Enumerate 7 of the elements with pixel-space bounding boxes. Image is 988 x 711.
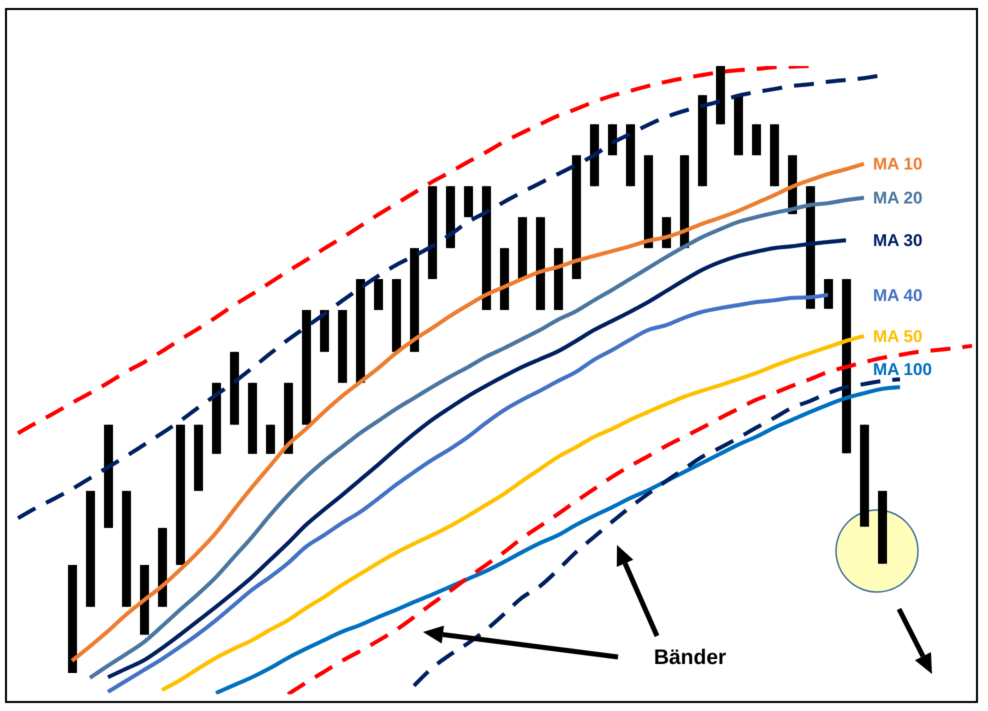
annotation: Bänder: [654, 646, 726, 669]
series-label: MA 30: [873, 231, 922, 250]
series-label: MA 10: [873, 154, 922, 174]
text: MA 40: [873, 286, 922, 305]
series-label: MA 100: [873, 360, 932, 380]
series-label: MA 50: [873, 327, 922, 346]
series-label: MA 20: [873, 188, 922, 208]
